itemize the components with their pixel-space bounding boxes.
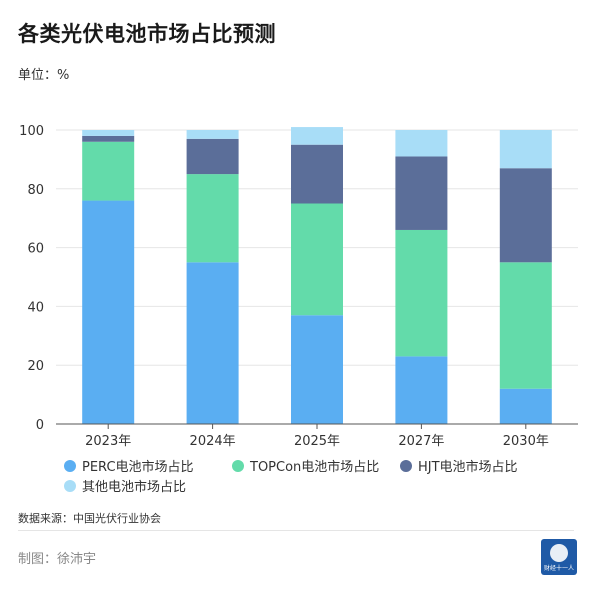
legend-item: HJT电池市场占比 <box>400 456 518 475</box>
legend-swatch <box>64 479 76 492</box>
legend-swatch <box>64 459 76 472</box>
bar-segment <box>291 127 343 145</box>
bar-segment <box>395 356 448 424</box>
y-tick-label: 100 <box>19 124 44 139</box>
bar-segment <box>82 135 135 142</box>
bar-segment <box>82 200 135 424</box>
y-tick-label: 20 <box>27 359 44 374</box>
legend-label: 其他电池市场占比 <box>82 480 187 495</box>
bar-segment <box>499 388 552 424</box>
bar-segment <box>395 130 448 157</box>
y-tick-label: 0 <box>36 418 44 433</box>
x-tick-label: 2023年 <box>85 434 131 449</box>
stacked-bar-chart: 0 20 40 60 80 100 2023年 2024年 2025年 2027年 2030年 <box>19 124 578 449</box>
y-tick-label: 40 <box>27 300 44 315</box>
bar-segment <box>82 130 135 136</box>
bar-segment <box>395 156 448 230</box>
divider <box>18 530 574 531</box>
bar-segment <box>186 130 239 139</box>
publisher-logo: 财经十一人 <box>541 539 577 575</box>
bar-segment <box>82 141 135 201</box>
legend-item: TOPCon电池市场占比 <box>232 456 379 475</box>
bar-segment <box>186 262 239 424</box>
x-tick-label: 2024年 <box>190 434 236 449</box>
x-tick-label: 2025年 <box>294 434 340 449</box>
bar-segment <box>499 168 552 263</box>
legend-swatch <box>232 459 244 472</box>
bar-segment <box>499 130 552 169</box>
y-tick-label: 80 <box>27 183 44 198</box>
logo-text: 财经十一人 <box>543 565 574 572</box>
chart-credit: 制图：徐沛宇 <box>18 552 97 567</box>
data-source: 数据来源：中国光伏行业协会 <box>18 512 161 525</box>
unit-label: 单位：% <box>18 68 70 83</box>
bar-segment <box>291 144 343 204</box>
bar-segment <box>395 229 448 357</box>
legend-item: 其他电池市场占比 <box>64 476 186 495</box>
y-tick-label: 60 <box>27 242 44 257</box>
legend-label: HJT电池市场占比 <box>418 460 518 475</box>
x-tick-label: 2027年 <box>398 434 444 449</box>
legend-label: TOPCon电池市场占比 <box>250 460 380 475</box>
bar-segment <box>291 203 343 316</box>
legend-item: PERC电池市场占比 <box>64 456 194 475</box>
legend-label: PERC电池市场占比 <box>82 460 194 475</box>
x-tick-label: 2030年 <box>503 434 549 449</box>
bar-segment <box>186 174 239 263</box>
globe-icon <box>550 544 568 562</box>
chart-title: 各类光伏电池市场占比预测 <box>18 22 276 46</box>
bar-segment <box>291 315 343 424</box>
bar-segment <box>499 262 552 389</box>
bar-segment <box>186 138 239 175</box>
legend-swatch <box>400 459 412 472</box>
